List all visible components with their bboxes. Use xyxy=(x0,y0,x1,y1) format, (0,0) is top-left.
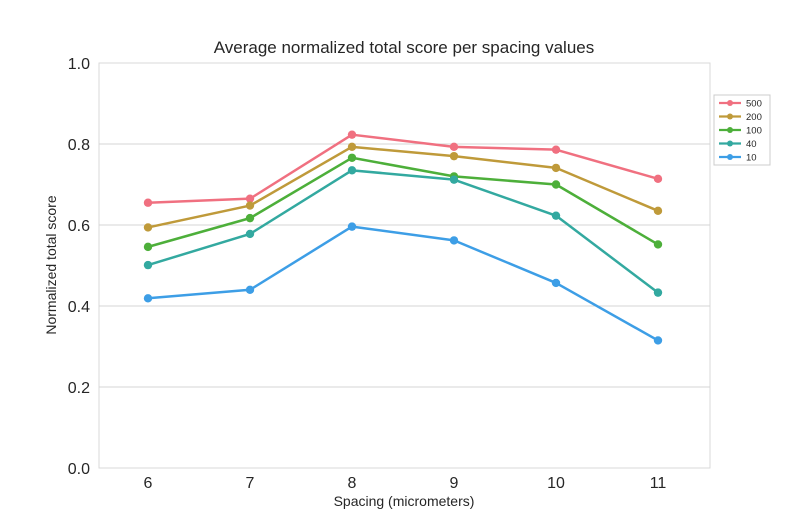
data-point xyxy=(245,285,255,294)
data-point xyxy=(449,151,459,161)
series-40 xyxy=(143,166,663,297)
series-line xyxy=(147,133,659,204)
series-500 xyxy=(143,130,663,207)
data-point xyxy=(449,142,459,152)
data-point xyxy=(551,211,561,220)
y-tick-label: 0.6 xyxy=(68,218,90,235)
legend-item: 100 xyxy=(719,126,762,137)
legend-item: 10 xyxy=(719,153,757,164)
data-point xyxy=(653,288,663,297)
legend: 500 200 100 40 10 xyxy=(713,94,771,166)
legend-item: 40 xyxy=(719,139,757,150)
legend-label: 200 xyxy=(746,112,762,123)
data-point xyxy=(143,223,153,232)
data-point xyxy=(143,242,153,252)
series-line xyxy=(147,145,659,229)
data-point xyxy=(449,175,459,184)
data-point xyxy=(245,201,255,210)
data-point xyxy=(347,166,357,175)
data-point xyxy=(551,180,561,189)
y-axis-title: Normalized total score xyxy=(43,195,59,334)
data-point xyxy=(551,163,561,173)
data-point xyxy=(347,153,357,162)
series-line xyxy=(147,156,659,249)
series-200 xyxy=(143,142,663,232)
x-tick-label: 7 xyxy=(246,475,255,492)
y-tick-label: 0.2 xyxy=(68,380,90,397)
data-point xyxy=(347,130,357,139)
series-group xyxy=(143,130,663,345)
plot-area xyxy=(98,62,711,469)
series-line xyxy=(147,225,659,342)
legend-label: 10 xyxy=(746,153,757,164)
x-tick-label: 11 xyxy=(650,475,667,492)
x-tick-label: 9 xyxy=(450,475,459,492)
data-point xyxy=(245,229,255,239)
legend-swatch-marker xyxy=(727,100,733,106)
chart-title: Average normalized total score per spaci… xyxy=(214,38,595,57)
legend-swatch-marker xyxy=(727,127,733,133)
data-point xyxy=(143,294,153,303)
legend-swatch-marker xyxy=(727,140,733,147)
data-point xyxy=(653,336,663,345)
y-tick-label: 1.0 xyxy=(68,56,90,73)
legend-item: 200 xyxy=(719,112,762,123)
x-axis-title: Spacing (micrometers) xyxy=(334,493,475,509)
series-line xyxy=(147,169,659,294)
data-point xyxy=(143,198,153,207)
x-tick-label: 6 xyxy=(144,475,153,492)
y-tick-label: 0.4 xyxy=(68,299,90,316)
data-point xyxy=(653,174,663,184)
y-tick-label: 0.0 xyxy=(68,461,90,478)
x-tick-labels: 6 7 8 9 10 11 xyxy=(144,475,667,492)
data-point xyxy=(245,194,255,203)
data-point xyxy=(551,278,561,288)
y-tick-label: 0.8 xyxy=(68,137,90,154)
legend-label: 500 xyxy=(746,99,762,110)
data-point xyxy=(653,206,663,216)
data-point xyxy=(347,222,357,231)
legend-item: 500 xyxy=(719,99,762,110)
legend-label: 100 xyxy=(746,126,762,137)
y-tick-labels: 0.0 0.2 0.4 0.6 0.8 1.0 xyxy=(68,56,90,478)
grid-lines xyxy=(99,143,710,388)
data-point xyxy=(551,145,561,154)
data-point xyxy=(449,236,459,245)
data-point xyxy=(143,260,153,270)
series-10 xyxy=(143,222,663,345)
data-point xyxy=(653,240,663,249)
data-point xyxy=(245,213,255,223)
x-tick-label: 10 xyxy=(547,475,565,492)
legend-swatch-marker xyxy=(727,154,733,160)
data-point xyxy=(347,142,357,152)
legend-label: 40 xyxy=(746,139,757,150)
x-tick-label: 8 xyxy=(348,475,357,492)
legend-swatch-marker xyxy=(727,113,733,120)
